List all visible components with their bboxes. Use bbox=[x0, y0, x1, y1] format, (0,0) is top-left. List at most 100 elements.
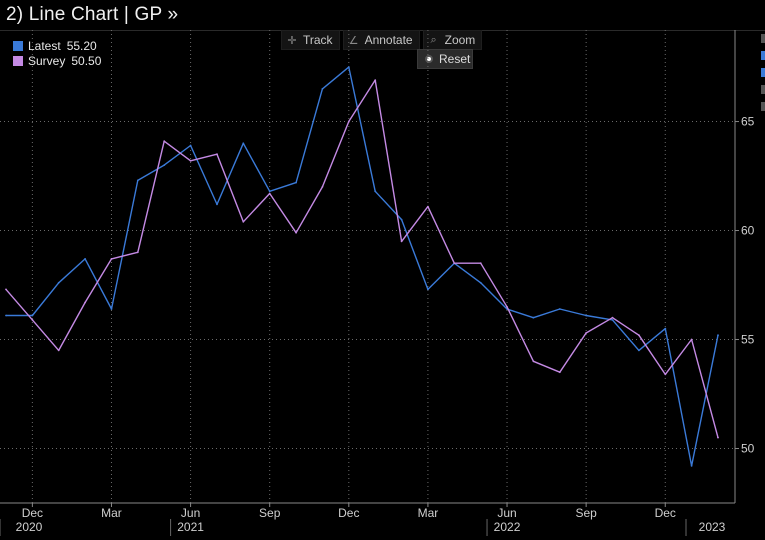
data-point-latest bbox=[110, 308, 113, 310]
data-point-survey bbox=[31, 319, 34, 321]
x-tick-label: Mar bbox=[101, 506, 122, 520]
reset-button[interactable]: Reset bbox=[417, 49, 473, 69]
legend-item-latest[interactable]: Latest 55.20 bbox=[13, 38, 101, 53]
data-point-survey bbox=[664, 373, 667, 376]
legend-value-latest: 55.20 bbox=[66, 38, 97, 53]
data-point-latest bbox=[558, 308, 561, 310]
data-point-survey bbox=[638, 334, 640, 337]
x-tick-label: Jun bbox=[497, 506, 516, 520]
data-point-latest bbox=[717, 334, 719, 337]
data-point-latest bbox=[136, 179, 139, 182]
series-line-latest bbox=[6, 66, 719, 467]
y-tick-label: 50 bbox=[741, 442, 755, 456]
x-tick-label: Mar bbox=[418, 506, 439, 520]
data-point-latest bbox=[664, 327, 667, 330]
data-point-latest bbox=[638, 349, 640, 352]
pencil-icon: ∠ bbox=[348, 34, 359, 47]
data-point-survey bbox=[295, 231, 297, 234]
track-label: Track bbox=[303, 33, 333, 47]
y-tick-label: 65 bbox=[741, 115, 755, 129]
chart-toolbar: ✛ Track ∠ Annotate ⌕ Zoom bbox=[281, 30, 485, 50]
side-marker bbox=[761, 51, 765, 60]
data-point-survey bbox=[690, 338, 693, 341]
legend-swatch-survey bbox=[13, 55, 23, 66]
magnifier-icon: ⌕ bbox=[430, 33, 437, 46]
data-point-survey bbox=[585, 332, 587, 334]
data-point-latest bbox=[163, 164, 166, 167]
data-point-survey bbox=[242, 220, 245, 223]
data-point-survey bbox=[268, 192, 271, 195]
data-point-survey bbox=[479, 262, 482, 265]
data-point-latest bbox=[374, 190, 377, 193]
side-marker bbox=[761, 34, 765, 43]
data-point-survey bbox=[506, 305, 508, 308]
data-point-survey bbox=[717, 436, 719, 439]
x-tick-label: Sep bbox=[575, 506, 597, 520]
data-point-survey bbox=[321, 186, 324, 188]
data-point-survey bbox=[189, 159, 192, 162]
annotate-button[interactable]: ∠ Annotate bbox=[342, 30, 420, 50]
legend-swatch-latest bbox=[13, 40, 23, 51]
zoom-label: Zoom bbox=[444, 33, 476, 47]
data-point-survey bbox=[427, 205, 429, 208]
x-tick-label: Sep bbox=[259, 506, 281, 520]
track-button[interactable]: ✛ Track bbox=[281, 30, 340, 50]
data-point-survey bbox=[110, 258, 113, 260]
data-point-survey bbox=[57, 349, 60, 352]
year-label: 2021 bbox=[177, 520, 204, 534]
x-tick-label: Jun bbox=[181, 506, 200, 520]
chart-legend: Latest 55.20 Survey 50.50 bbox=[13, 38, 101, 68]
data-point-survey bbox=[84, 301, 86, 304]
data-point-survey bbox=[347, 120, 350, 123]
data-point-latest bbox=[532, 316, 535, 319]
year-label: 2023 bbox=[699, 520, 726, 534]
x-tick-label: Dec bbox=[655, 506, 676, 520]
x-tick-label: Dec bbox=[338, 506, 359, 520]
data-point-latest bbox=[5, 314, 7, 317]
data-point-latest bbox=[268, 190, 271, 193]
y-tick-label: 60 bbox=[741, 224, 755, 238]
data-point-latest bbox=[57, 281, 60, 284]
data-point-latest bbox=[216, 203, 218, 206]
data-point-latest bbox=[611, 319, 614, 321]
data-point-survey bbox=[532, 360, 535, 363]
data-point-latest bbox=[84, 258, 86, 260]
data-point-survey bbox=[5, 288, 7, 291]
zoom-button[interactable]: ⌕ Zoom bbox=[422, 30, 483, 50]
data-point-survey bbox=[558, 371, 561, 374]
legend-value-survey: 50.50 bbox=[71, 53, 102, 68]
data-point-survey bbox=[136, 251, 139, 254]
data-point-latest bbox=[31, 314, 34, 317]
side-marker bbox=[761, 85, 765, 94]
page-title: 2) Line Chart | GP » bbox=[6, 4, 179, 25]
year-label: 2022 bbox=[494, 520, 521, 534]
data-point-latest bbox=[690, 465, 693, 467]
year-label: 2020 bbox=[16, 520, 43, 534]
series-line-survey bbox=[5, 79, 719, 438]
x-tick-label: Dec bbox=[22, 506, 43, 520]
side-marker bbox=[761, 68, 765, 77]
legend-item-survey[interactable]: Survey 50.50 bbox=[13, 53, 101, 68]
annotate-label: Annotate bbox=[364, 33, 413, 47]
data-point-survey bbox=[611, 316, 614, 319]
data-point-latest bbox=[321, 88, 324, 90]
data-point-latest bbox=[189, 144, 192, 147]
data-point-latest bbox=[427, 288, 429, 291]
data-point-latest bbox=[242, 142, 245, 145]
data-point-survey bbox=[163, 140, 166, 143]
crosshair-icon: ✛ bbox=[287, 34, 297, 47]
data-point-survey bbox=[216, 153, 218, 156]
legend-label-latest: Latest bbox=[28, 38, 61, 53]
data-point-survey bbox=[374, 79, 377, 81]
data-point-latest bbox=[400, 218, 403, 221]
data-point-latest bbox=[585, 314, 587, 317]
legend-label-survey: Survey bbox=[28, 53, 66, 68]
data-point-latest bbox=[479, 281, 482, 284]
data-point-survey bbox=[453, 262, 456, 265]
radio-icon bbox=[425, 55, 433, 63]
y-tick-label: 55 bbox=[741, 333, 755, 347]
data-point-survey bbox=[400, 240, 403, 243]
side-marker bbox=[761, 102, 765, 111]
data-point-latest bbox=[347, 66, 350, 68]
